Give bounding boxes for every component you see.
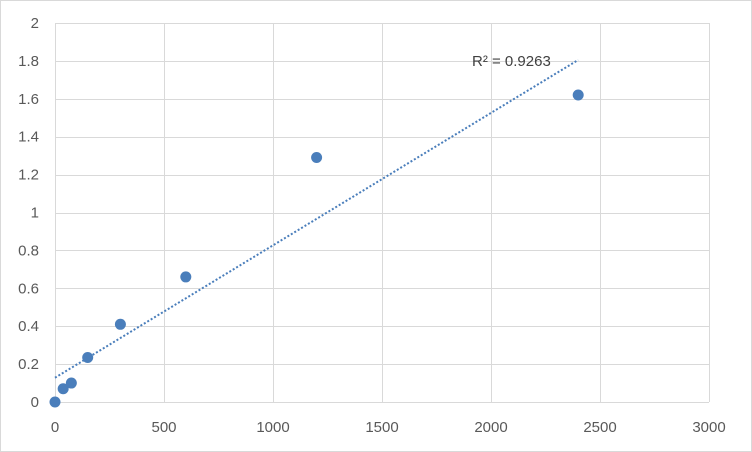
y-tick-label: 1.2 — [18, 167, 39, 184]
data-point-1 — [57, 383, 69, 395]
data-point-6 — [311, 152, 323, 164]
data-point-0 — [49, 396, 61, 408]
x-axis-tick-labels: 0 500 1000 1500 2000 2500 3000 — [51, 419, 726, 436]
y-tick-label: 1.6 — [18, 91, 39, 108]
y-tick-label: 0.8 — [18, 242, 39, 259]
y-tick-label: 1.8 — [18, 53, 39, 70]
y-tick-label: 0 — [31, 394, 39, 411]
r-squared-annotation: R² = 0.9263 — [472, 53, 551, 70]
y-tick-label: 0.6 — [18, 280, 39, 297]
x-tick-label: 2500 — [583, 419, 616, 436]
y-tick-label: 0.4 — [18, 318, 39, 335]
y-tick-label: 1 — [31, 205, 39, 222]
y-tick-label: 2 — [31, 15, 39, 32]
y-tick-label: 0.2 — [18, 356, 39, 373]
data-point-2 — [65, 377, 77, 389]
data-point-3 — [82, 351, 94, 363]
y-axis-tick-labels: 0 0.2 0.4 0.6 0.8 1 1.2 1.4 1.6 1.8 2 — [18, 15, 39, 411]
x-tick-label: 3000 — [692, 419, 725, 436]
data-point-4 — [114, 318, 126, 330]
x-tick-label: 1000 — [256, 419, 289, 436]
grid-lines — [55, 23, 710, 403]
data-point-7 — [572, 89, 584, 101]
x-tick-label: 2000 — [474, 419, 507, 436]
trendline-group — [54, 59, 579, 379]
data-points — [49, 89, 584, 408]
trendline — [54, 59, 579, 379]
data-point-5 — [180, 271, 192, 283]
x-tick-label: 1500 — [365, 419, 398, 436]
y-tick-label: 1.4 — [18, 129, 39, 146]
x-tick-label: 500 — [151, 419, 176, 436]
x-tick-label: 0 — [51, 419, 59, 436]
